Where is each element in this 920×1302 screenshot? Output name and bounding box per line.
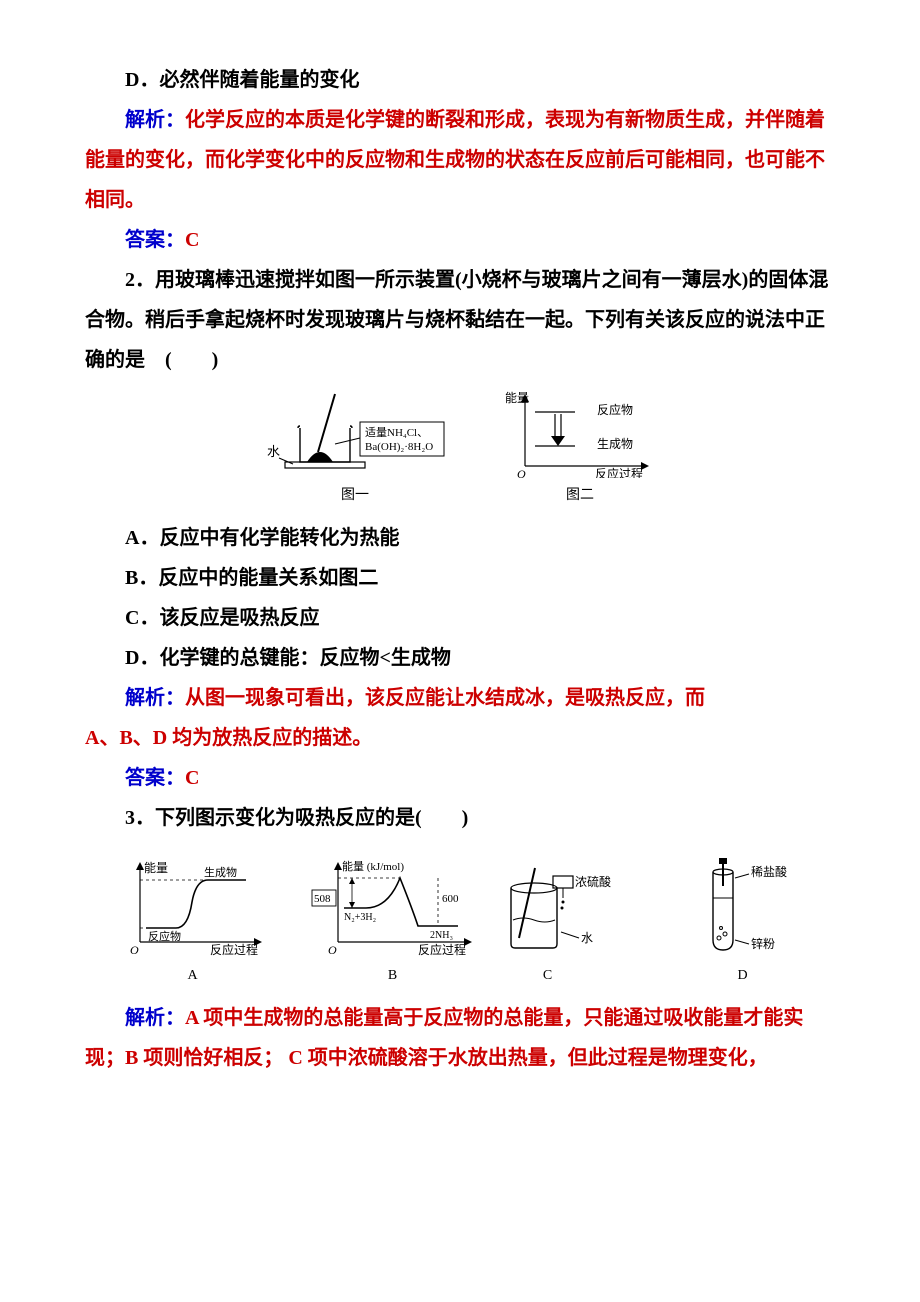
analysis-1-text: 化学反应的本质是化学键的断裂和形成，表现为有新物质生成，并伴随着能量的变化，而化… (85, 109, 825, 211)
figure-3d-svg: 稀盐酸 锌粉 (683, 858, 803, 958)
svg-text:O: O (517, 467, 526, 478)
figure-3c: 浓硫酸 水 C (483, 858, 613, 990)
svg-text:2NH₃: 2NH₃ (430, 930, 453, 941)
fig1-reagent-line1: 适量NH₄Cl、 (365, 426, 428, 439)
figure-3b: 能量 (kJ/mol) 508 600 N₂+3H₂ (308, 858, 478, 990)
fig3c-caption: C (543, 962, 552, 990)
q3-figure-block: 能量 生成物 反应物 O 反应过程 A (85, 846, 835, 990)
answer-2-value: C (185, 767, 199, 789)
q2-figure-block: 适量NH₄Cl、 Ba(OH)₂·8H₂O 水 图一 能量 (85, 388, 835, 510)
svg-text:能量 (kJ/mol): 能量 (kJ/mol) (342, 859, 404, 873)
answer-1-value: C (185, 229, 199, 251)
q2-option-b: B．反应中的能量关系如图二 (85, 558, 835, 598)
q2-option-d: D．化学键的总键能：反应物<生成物 (85, 638, 835, 678)
fig1-water-label: 水 (267, 444, 280, 459)
svg-text:生成物: 生成物 (204, 865, 237, 879)
analysis-1: 解析：化学反应的本质是化学键的断裂和形成，表现为有新物质生成，并伴随着能量的变化… (85, 100, 835, 220)
svg-text:生成物: 生成物 (597, 437, 633, 451)
figure-3b-svg: 能量 (kJ/mol) 508 600 N₂+3H₂ (308, 858, 478, 958)
analysis-label-3: 解析： (125, 1007, 185, 1029)
analysis-label: 解析： (125, 109, 185, 131)
svg-text:反应过程: 反应过程 (595, 466, 643, 478)
svg-text:反应物: 反应物 (148, 929, 181, 943)
svg-text:浓硫酸: 浓硫酸 (575, 874, 611, 889)
svg-text:稀盐酸: 稀盐酸 (751, 864, 787, 879)
figure-1-svg: 适量NH₄Cl、 Ba(OH)₂·8H₂O 水 (265, 388, 445, 478)
analysis-3: 解析：A 项中生成物的总能量高于反应物的总能量，只能通过吸收能量才能实现；B 项… (85, 998, 835, 1078)
fig3b-caption: B (388, 962, 397, 990)
svg-text:水: 水 (581, 931, 593, 945)
fig1-reagent-line2: Ba(OH)₂·8H₂O (365, 441, 433, 453)
svg-text:508: 508 (314, 893, 331, 905)
analysis-3-text: A 项中生成物的总能量高于反应物的总能量，只能通过吸收能量才能实现；B 项则恰好… (85, 1007, 803, 1069)
figure-3d: 稀盐酸 锌粉 D (683, 858, 803, 990)
analysis-2a: 解析：从图一现象可看出，该反应能让水结成冰，是吸热反应，而 (85, 678, 835, 718)
figure-3a-svg: 能量 生成物 反应物 O 反应过程 (118, 858, 268, 958)
svg-text:N₂+3H₂: N₂+3H₂ (344, 912, 376, 923)
svg-text:反应过程: 反应过程 (210, 942, 258, 957)
svg-text:能量: 能量 (505, 391, 529, 405)
svg-text:O: O (130, 943, 139, 957)
analysis-2-text-a: 从图一现象可看出，该反应能让水结成冰，是吸热反应，而 (185, 687, 705, 709)
svg-text:600: 600 (442, 893, 459, 905)
q1-option-d: D．必然伴随着能量的变化 (85, 60, 835, 100)
answer-label: 答案： (125, 229, 185, 251)
figure-2-svg: 能量 反应物 生成物 O 反应过程 (505, 388, 655, 478)
svg-text:O: O (328, 943, 337, 957)
answer-1: 答案：C (85, 220, 835, 260)
figure-1: 适量NH₄Cl、 Ba(OH)₂·8H₂O 水 图一 (265, 388, 445, 510)
svg-text:锌粉: 锌粉 (751, 937, 775, 951)
answer-2: 答案：C (85, 758, 835, 798)
svg-text:能量: 能量 (144, 861, 168, 875)
fig1-caption: 图一 (341, 482, 369, 510)
figure-2: 能量 反应物 生成物 O 反应过程 图二 (505, 388, 655, 510)
document-page: D．必然伴随着能量的变化 解析：化学反应的本质是化学键的断裂和形成，表现为有新物… (0, 0, 920, 1302)
q2-stem: 2．用玻璃棒迅速搅拌如图一所示装置(小烧杯与玻璃片之间有一薄层水)的固体混合物。… (85, 260, 835, 380)
q2-option-a: A．反应中有化学能转化为热能 (85, 518, 835, 558)
svg-text:反应过程: 反应过程 (418, 942, 466, 957)
svg-text:反应物: 反应物 (597, 402, 633, 417)
figure-3c-svg: 浓硫酸 水 (483, 858, 613, 958)
q3-stem: 3．下列图示变化为吸热反应的是( ) (85, 798, 835, 838)
figure-3a: 能量 生成物 反应物 O 反应过程 A (118, 858, 268, 990)
analysis-label-2: 解析： (125, 687, 185, 709)
fig3d-caption: D (737, 962, 747, 990)
answer-label-2: 答案： (125, 767, 185, 789)
fig3a-caption: A (187, 962, 197, 990)
fig2-caption: 图二 (566, 482, 594, 510)
analysis-2b: A、B、D 均为放热反应的描述。 (85, 718, 835, 758)
q2-option-c: C．该反应是吸热反应 (85, 598, 835, 638)
